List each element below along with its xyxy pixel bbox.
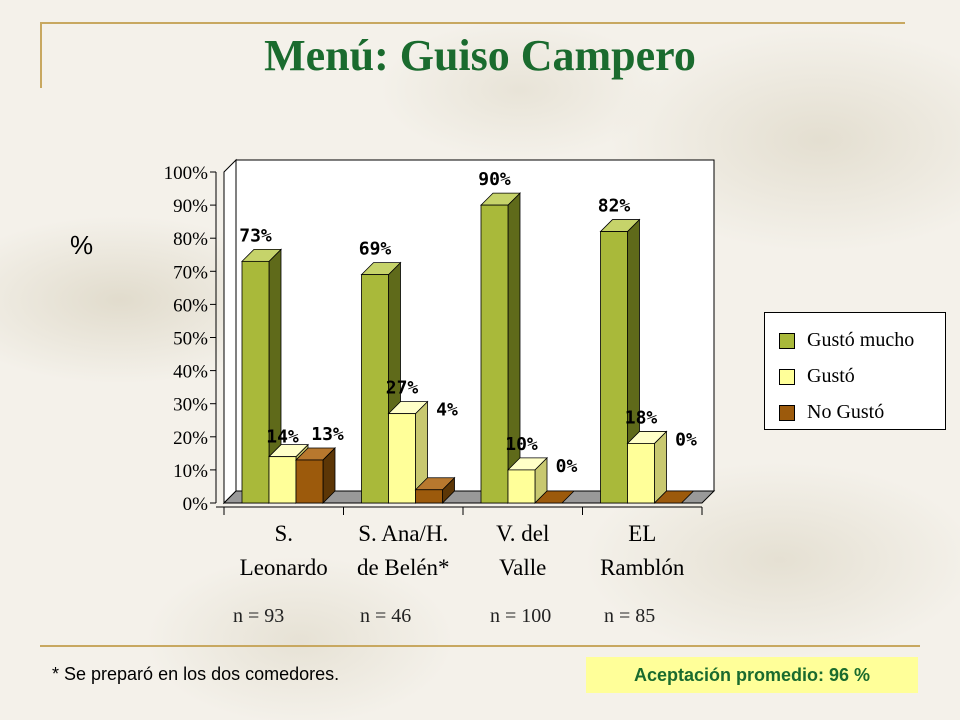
legend-item-gusto: Gustó — [779, 365, 855, 388]
n-count-label: n = 93 — [233, 605, 285, 627]
bar — [268, 456, 297, 504]
y-tick-label: 30% — [173, 395, 208, 416]
frame-left-line — [40, 22, 42, 88]
y-axis-label: % — [70, 230, 94, 260]
y-tick-label: 60% — [173, 295, 208, 316]
bar — [507, 469, 536, 504]
bar — [600, 231, 628, 504]
y-tick-label: 80% — [173, 229, 208, 250]
legend-label-gusto-mucho: Gustó mucho — [807, 329, 915, 351]
bar — [627, 443, 655, 504]
data-label: 0% — [675, 429, 697, 450]
legend-label-gusto: Gustó — [807, 365, 855, 387]
bar — [480, 204, 509, 504]
data-label: 14% — [266, 427, 299, 448]
y-tick-label: 10% — [173, 461, 208, 482]
data-label: 13% — [311, 424, 344, 445]
slide-title: Menú: Guiso Campero — [264, 31, 696, 80]
n-count-label: n = 46 — [360, 605, 412, 627]
bar — [361, 274, 389, 504]
legend-item-gusto-mucho: Gustó mucho — [779, 329, 914, 352]
bar-side — [507, 192, 521, 504]
category-label: V. del — [496, 521, 549, 546]
data-label: 82% — [598, 196, 631, 217]
legend-label-no-gusto: No Gustó — [807, 401, 885, 423]
chart-legend: Gustó mucho Gustó No Gustó — [764, 312, 946, 430]
y-tick-label: 40% — [173, 362, 208, 383]
y-tick-label: 50% — [173, 329, 208, 350]
y-tick-label: 90% — [173, 196, 208, 217]
category-label: Valle — [499, 555, 546, 580]
bar-chart: 0% 10% 20% 30% 40% 50% 60% 70% 80% 90% 100% S. Leona… — [164, 158, 716, 580]
category-label: S. Ana/H. — [358, 521, 448, 546]
data-label: 27% — [386, 378, 419, 399]
legend-swatch-no-gusto — [779, 404, 795, 421]
category-label: EL — [628, 521, 656, 546]
data-label: 90% — [478, 169, 511, 190]
bar — [415, 489, 443, 504]
bar — [295, 459, 324, 504]
n-count-label: n = 100 — [490, 605, 552, 627]
y-tick-label: 0% — [183, 494, 209, 515]
data-label: 10% — [505, 434, 538, 455]
legend-swatch-gusto — [779, 368, 795, 385]
y-tick-label: 20% — [173, 428, 208, 449]
data-label: 0% — [556, 456, 578, 477]
data-label: 18% — [625, 407, 658, 428]
bar — [388, 413, 416, 504]
bar — [241, 260, 270, 504]
n-count-label: n = 85 — [604, 605, 656, 627]
legend-swatch-gusto-mucho — [779, 332, 795, 349]
data-label: 73% — [239, 225, 272, 246]
data-label: 69% — [359, 239, 392, 260]
category-label: de Belén* — [357, 555, 450, 580]
frame-top-line — [40, 22, 905, 24]
category-label: S. — [274, 521, 293, 546]
footer-divider — [40, 645, 920, 647]
footnote: * Se preparó en los dos comedores. — [52, 664, 340, 684]
data-label: 4% — [436, 400, 458, 421]
y-tick-label: 70% — [173, 262, 208, 283]
plot-side-wall — [223, 158, 237, 505]
bar — [534, 490, 575, 504]
legend-item-no-gusto: No Gustó — [779, 401, 884, 424]
category-label: Ramblón — [600, 555, 685, 580]
category-label: Leonardo — [240, 555, 328, 580]
average-acceptance-badge: Aceptación promedio: 96 % — [586, 657, 918, 693]
y-tick-label: 100% — [164, 163, 209, 184]
bar — [653, 490, 695, 504]
